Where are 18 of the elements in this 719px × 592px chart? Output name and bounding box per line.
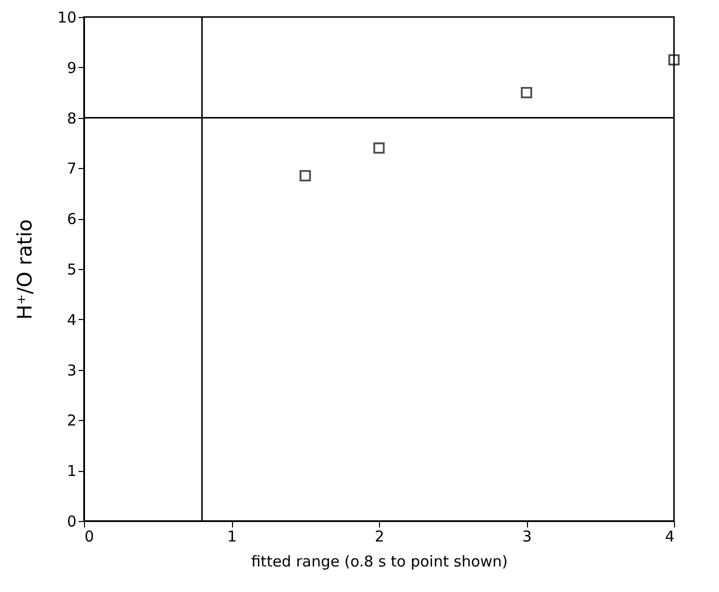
y-tick-label: 1 (66, 462, 76, 480)
x-tick-label: 4 (664, 528, 674, 546)
y-tick-label: 8 (66, 109, 76, 128)
x-tick-label: 0 (84, 528, 94, 546)
y-tick-label: 7 (66, 160, 76, 178)
y-tick-label: 10 (57, 8, 76, 26)
y-axis-title: H⁺/O ratio (12, 219, 36, 320)
y-tick-label: 4 (66, 310, 76, 329)
y-tick-label: 2 (66, 412, 76, 430)
x-tick-label: 2 (374, 528, 384, 546)
x-tick-label: 3 (522, 528, 532, 546)
y-tick-label: 0 (66, 512, 76, 530)
y-tick-label: 9 (66, 58, 76, 77)
x-tick-label: 1 (227, 528, 237, 546)
y-tick-label: 5 (66, 260, 76, 278)
y-tick-label: 3 (66, 361, 76, 380)
x-axis-title: fitted range (o.8 s to point shown) (251, 552, 508, 570)
y-tick-label: 6 (66, 210, 76, 228)
